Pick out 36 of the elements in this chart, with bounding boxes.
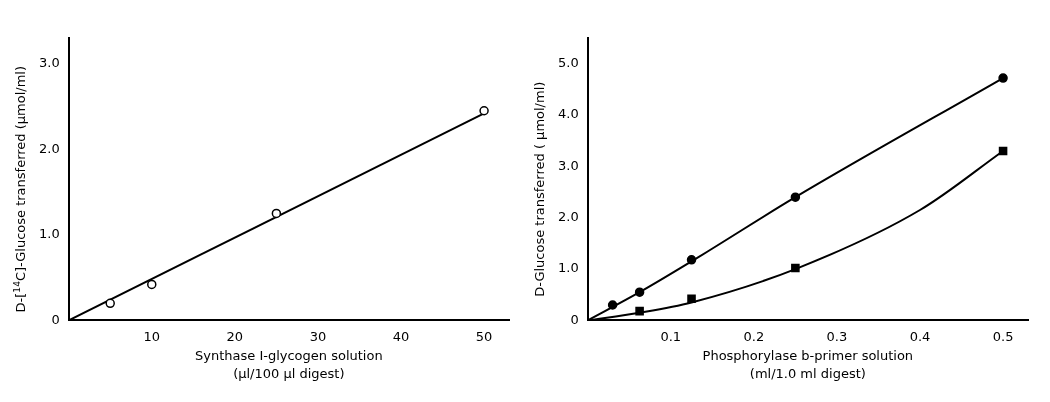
y-tick-label: 1.0 bbox=[38, 226, 60, 242]
point bbox=[791, 263, 800, 273]
y-tick-label: 3.0 bbox=[38, 55, 60, 71]
x-tick-label: 30 bbox=[309, 328, 327, 344]
x-axis-title: Synthase I-glycogen solution (µl/100 µl digest) bbox=[195, 347, 383, 381]
y-tick-label: 1.0 bbox=[557, 260, 579, 276]
point bbox=[998, 73, 1008, 83]
x-tick-label: 50 bbox=[475, 328, 493, 344]
x-tick-label: 40 bbox=[392, 328, 410, 344]
point bbox=[635, 306, 644, 316]
x-tick-label: 0.1 bbox=[660, 328, 682, 344]
point bbox=[634, 287, 645, 297]
point bbox=[790, 192, 801, 202]
x-tick-label: 0.4 bbox=[909, 328, 931, 344]
point bbox=[607, 300, 618, 310]
point bbox=[105, 298, 115, 309]
point bbox=[687, 294, 696, 304]
x-tick-label: 0.5 bbox=[992, 328, 1014, 344]
x-tick-label: 0.3 bbox=[826, 328, 848, 344]
point bbox=[686, 255, 697, 265]
x-tick-label: 10 bbox=[143, 328, 161, 344]
x-tick-label: 0.2 bbox=[743, 328, 765, 344]
y-tick-label: 3.0 bbox=[557, 157, 579, 173]
y-tick-label: 4.0 bbox=[557, 106, 579, 122]
point bbox=[998, 146, 1008, 156]
y-tick-label: 5.0 bbox=[557, 55, 579, 71]
y-tick-label: 0 bbox=[570, 311, 579, 327]
y-axis-title: D-Glucose transferred ( µmol/ml) bbox=[532, 81, 548, 297]
point bbox=[271, 208, 282, 219]
y-tick-label: 0 bbox=[51, 311, 60, 327]
point bbox=[479, 105, 489, 116]
x-axis-title: Phosphorylase b-primer solution (ml/1.0 ml digest) bbox=[702, 347, 914, 381]
y-tick-label: 2.0 bbox=[38, 140, 60, 156]
x-tick-label: 20 bbox=[226, 328, 244, 344]
point bbox=[147, 279, 157, 290]
y-tick-label: 2.0 bbox=[557, 209, 579, 225]
